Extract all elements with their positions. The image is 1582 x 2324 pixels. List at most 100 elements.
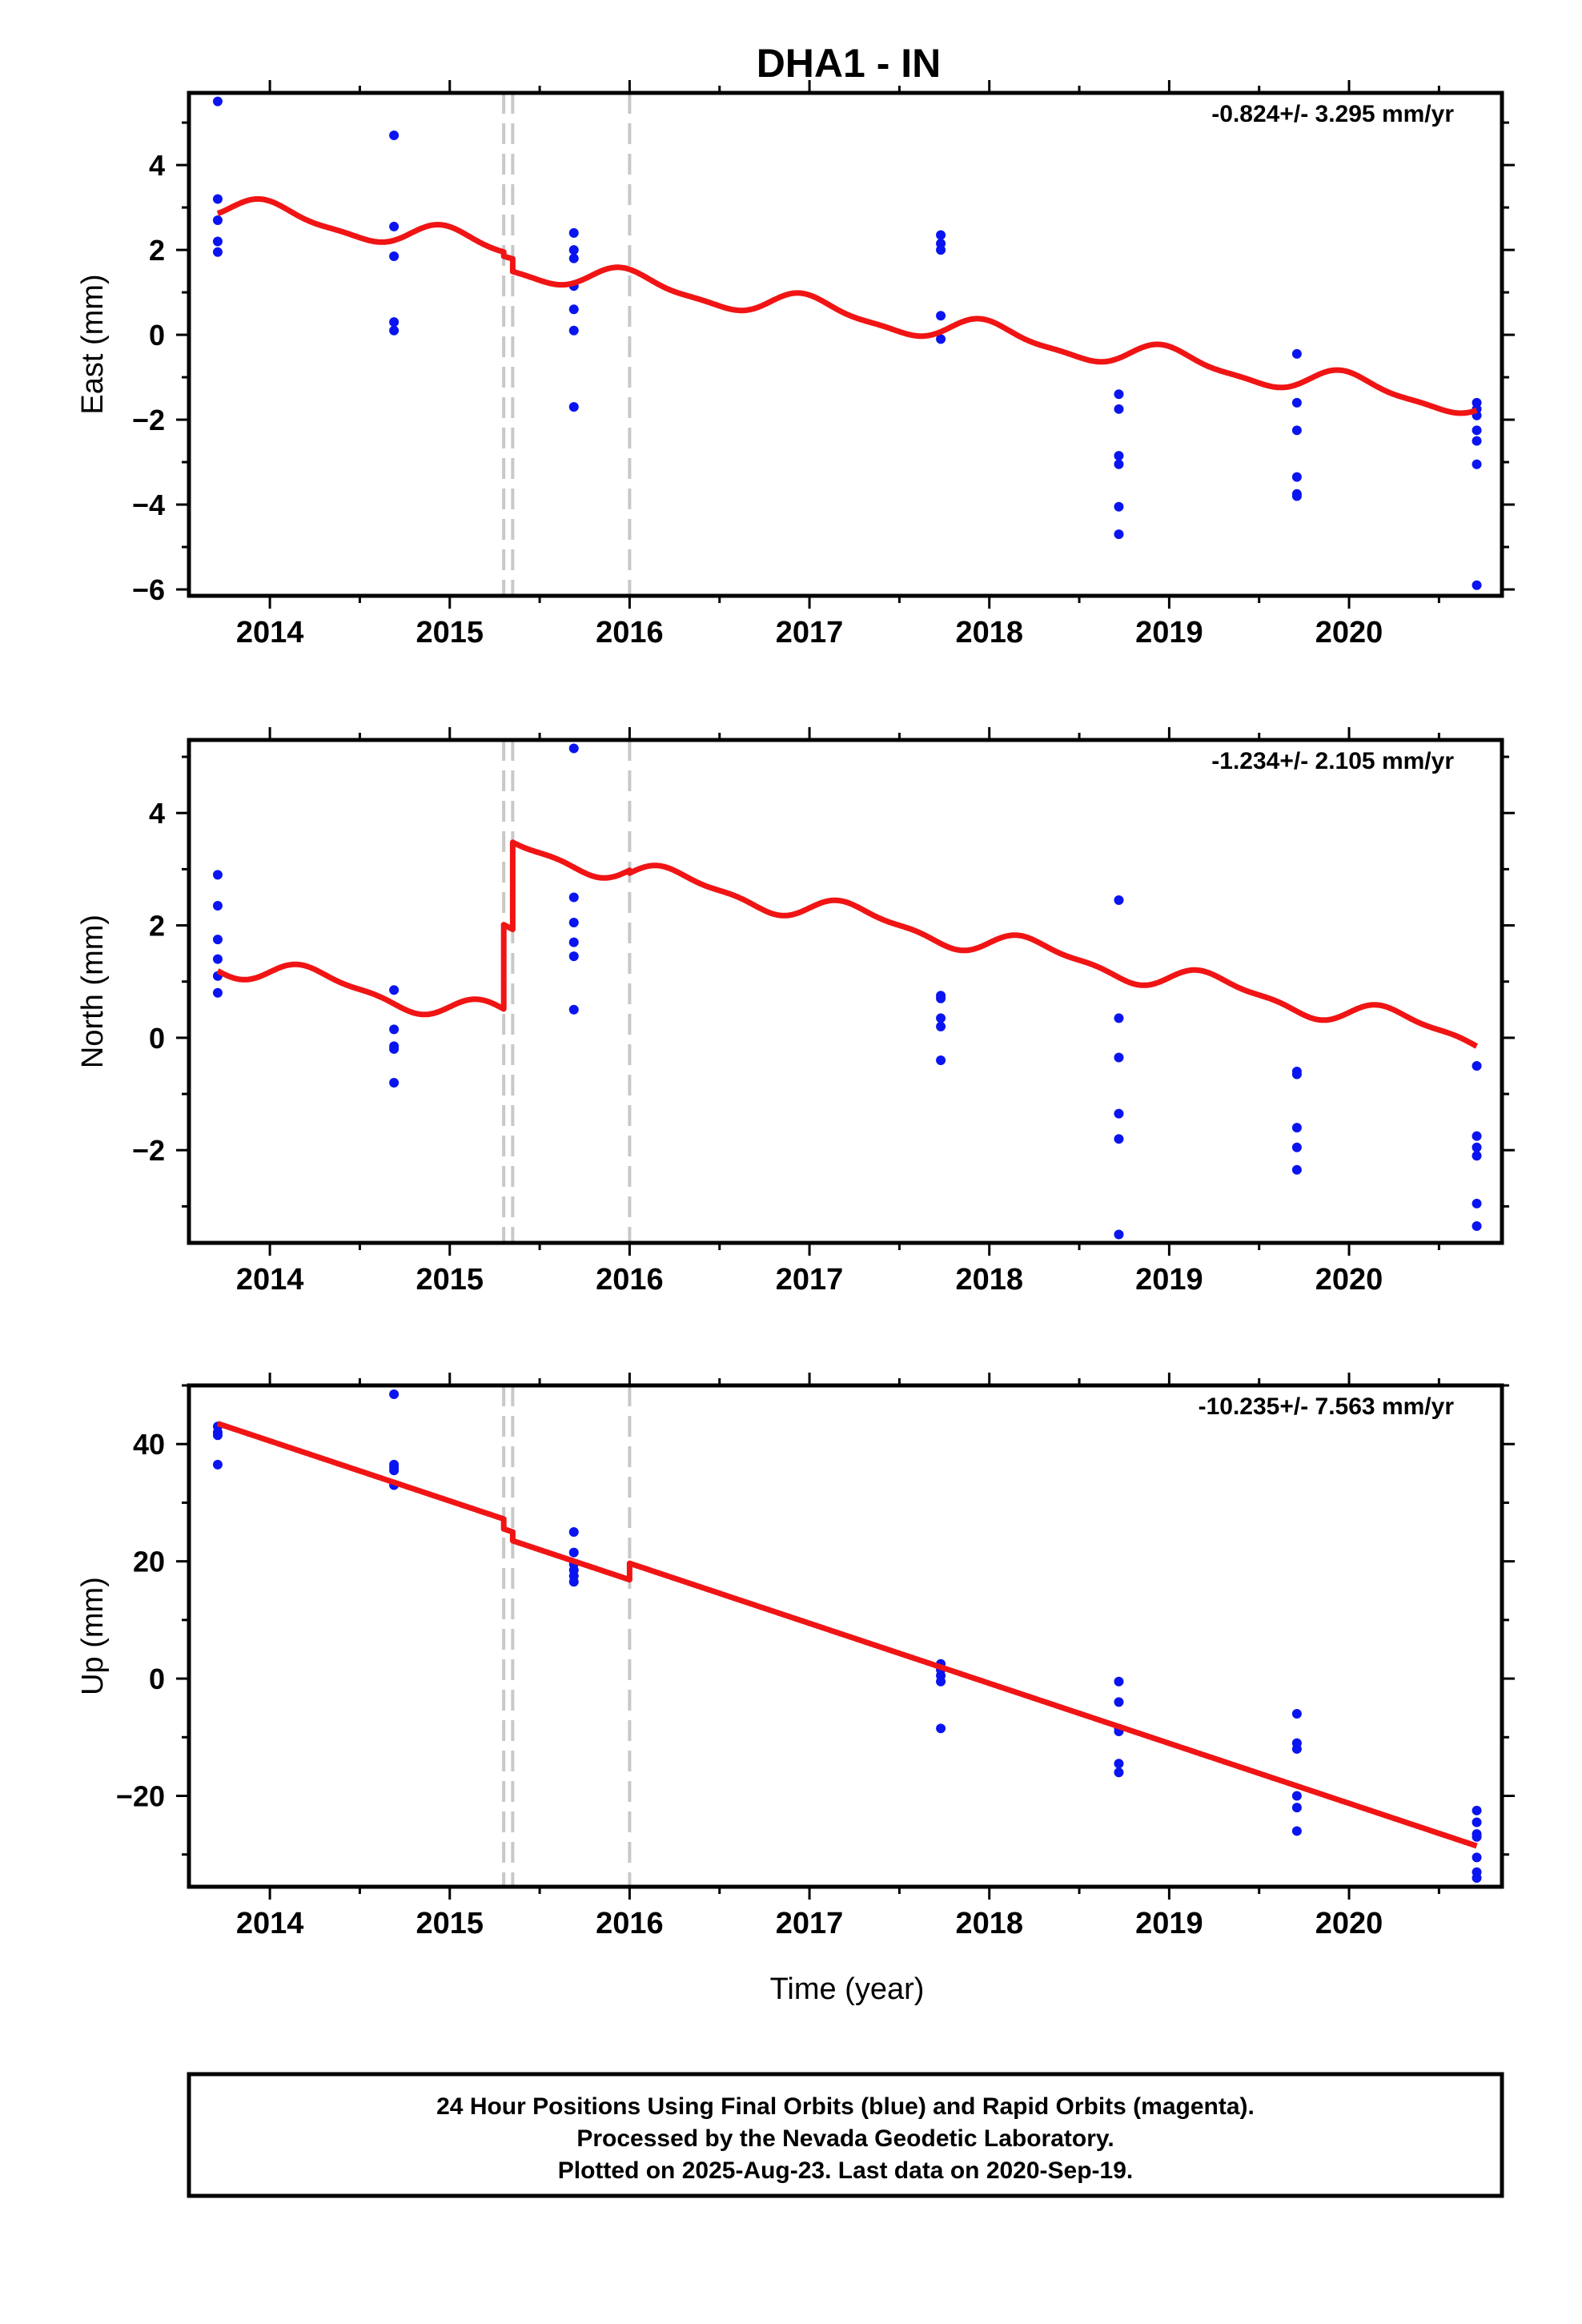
- east-point-31: [1291, 472, 1302, 482]
- east-data-points: [212, 96, 1482, 590]
- east-x-tick-label-4: 2018: [955, 616, 1023, 649]
- north-panel: 2014 2015 2016 2017 2018 2019 2020 −2 0 2 4 North (…: [76, 727, 1515, 1297]
- north-x-tick-label-4: 2018: [955, 1263, 1023, 1297]
- up-point-35: [1472, 1831, 1482, 1842]
- north-point-19: [936, 1013, 946, 1023]
- north-x-tick-label-6: 2020: [1315, 1263, 1383, 1297]
- north-point-26: [1114, 1134, 1124, 1144]
- north-point-37: [1472, 1198, 1482, 1208]
- east-y-tick-label-0: −6: [132, 573, 165, 606]
- north-point-32: [1291, 1164, 1302, 1175]
- north-plot-area: [189, 740, 1502, 1243]
- up-point-3: [212, 1459, 223, 1470]
- footer-line-2: Processed by the Nevada Geodetic Laborat…: [576, 2125, 1114, 2152]
- up-point-19: [936, 1723, 946, 1734]
- east-point-24: [1114, 451, 1124, 461]
- up-point-38: [1472, 1873, 1482, 1884]
- east-point-17: [936, 230, 946, 240]
- up-x-tick-label-0: 2014: [236, 1907, 304, 1940]
- north-y-tick-label-3: 4: [149, 797, 165, 830]
- north-point-34: [1472, 1131, 1482, 1141]
- up-point-18: [936, 1676, 946, 1687]
- north-point-15: [568, 951, 579, 962]
- chart-title: DHA1 - IN: [757, 41, 942, 86]
- up-point-26: [1291, 1709, 1302, 1719]
- east-point-40: [1472, 580, 1482, 590]
- east-point-3: [212, 236, 223, 247]
- east-point-15: [568, 325, 579, 336]
- east-x-tick-label-1: 2015: [416, 616, 484, 649]
- east-plot-area: [189, 93, 1502, 596]
- north-point-36: [1472, 1151, 1482, 1161]
- east-rate-label: -0.824+/- 3.295 mm/yr: [1211, 101, 1454, 127]
- up-y-tick-label-3: 40: [133, 1428, 165, 1461]
- north-model-curve: [215, 839, 1479, 1049]
- north-axes-frame: [187, 738, 1504, 1245]
- north-point-3: [212, 954, 223, 964]
- up-panel: 2014 2015 2016 2017 2018 2019 2020 −20 0 20 40 Up (…: [76, 1373, 1515, 1940]
- up-point-10: [568, 1547, 579, 1558]
- north-point-5: [212, 987, 223, 998]
- up-x-tick-label-6: 2020: [1315, 1907, 1383, 1940]
- up-x-tick-label-1: 2015: [416, 1907, 484, 1940]
- east-point-7: [389, 251, 400, 262]
- north-point-29: [1291, 1069, 1302, 1080]
- up-point-7: [389, 1466, 400, 1476]
- east-y-tick-label-2: −2: [132, 404, 165, 436]
- up-point-14: [568, 1577, 579, 1587]
- up-y-axis-label: Up (mm): [76, 1577, 110, 1695]
- north-point-25: [1114, 1108, 1124, 1119]
- north-point-2: [212, 935, 223, 945]
- east-y-tick-label-1: −4: [132, 489, 165, 521]
- east-point-19: [936, 245, 946, 255]
- north-point-1: [212, 900, 223, 911]
- up-point-4: [389, 1389, 400, 1399]
- up-point-29: [1291, 1791, 1302, 1801]
- north-y-tick-label-1: 0: [149, 1022, 165, 1055]
- up-x-tick-label-3: 2017: [776, 1907, 844, 1940]
- east-axes-frame: [187, 90, 1504, 598]
- east-point-8: [389, 317, 400, 328]
- north-point-20: [936, 1021, 946, 1031]
- east-x-tick-label-3: 2017: [776, 616, 844, 649]
- north-point-10: [389, 1078, 400, 1088]
- east-panel: 2014 2015 2016 2017 2018 2019 2020 −6 −4 −2 0 2 4 Eas…: [76, 80, 1515, 649]
- up-y-tick-label-2: 20: [133, 1546, 165, 1578]
- east-point-5: [389, 130, 400, 140]
- north-point-23: [1114, 1013, 1124, 1023]
- north-point-12: [568, 892, 579, 903]
- north-x-tick-label-2: 2016: [596, 1263, 664, 1297]
- north-point-9: [389, 1043, 400, 1054]
- up-y-tick-label-0: −20: [116, 1780, 165, 1813]
- x-axis-label: Time (year): [770, 1972, 925, 2006]
- east-point-22: [1114, 389, 1124, 400]
- up-point-28: [1291, 1743, 1302, 1754]
- east-point-33: [1291, 491, 1302, 501]
- north-point-18: [936, 993, 946, 1003]
- north-x-tick-label-0: 2014: [236, 1263, 304, 1297]
- up-y-tick-label-1: 0: [149, 1663, 165, 1695]
- up-point-21: [1114, 1697, 1124, 1707]
- east-point-4: [212, 247, 223, 257]
- east-point-27: [1114, 529, 1124, 540]
- up-model-curve: [215, 1421, 1479, 1849]
- north-point-24: [1114, 1052, 1124, 1063]
- up-x-tick-label-2: 2016: [596, 1907, 664, 1940]
- east-point-9: [389, 325, 400, 336]
- up-point-31: [1291, 1826, 1302, 1836]
- east-point-12: [568, 253, 579, 263]
- east-y-tick-label-4: 2: [149, 234, 165, 267]
- east-point-26: [1114, 501, 1124, 512]
- north-point-11: [568, 743, 579, 754]
- footer-box: [187, 2072, 1504, 2198]
- east-y-axis-label: East (mm): [76, 274, 110, 414]
- up-data-points: [212, 1389, 1482, 1884]
- north-point-30: [1291, 1123, 1302, 1133]
- east-x-tick-label-6: 2020: [1315, 616, 1383, 649]
- north-data-points: [212, 743, 1482, 1240]
- east-point-37: [1472, 425, 1482, 436]
- north-rate-label: -1.234+/- 2.105 mm/yr: [1211, 748, 1454, 774]
- up-axes-frame: [187, 1383, 1504, 1889]
- up-point-9: [568, 1527, 579, 1538]
